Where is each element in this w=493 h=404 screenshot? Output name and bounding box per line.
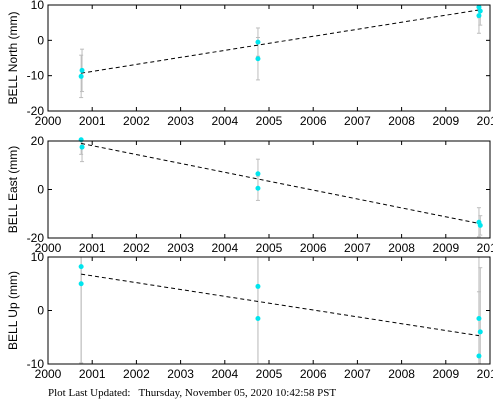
footer-timestamp: Plot Last Updated: Thursday, November 05… — [48, 387, 337, 399]
y-tick-label-2-0: -10 — [27, 357, 45, 371]
x-tick-label-2-2: 2002 — [123, 367, 150, 381]
data-point-2-3 — [255, 316, 261, 322]
data-point-2-5 — [477, 329, 483, 335]
x-tick-label-0-5: 2005 — [256, 114, 283, 128]
data-point-0-5 — [477, 8, 483, 14]
x-tick-label-1-8: 2008 — [388, 241, 415, 255]
x-tick-label-2-1: 2001 — [79, 367, 106, 381]
x-tick-label-1-9: 2009 — [432, 241, 459, 255]
y-tick-label-1-2: 20 — [31, 134, 45, 148]
y-tick-label-1-0: -20 — [27, 231, 45, 245]
data-point-1-2 — [255, 171, 261, 177]
y-axis-label-1: BELL East (mm) — [6, 146, 20, 234]
data-point-1-1 — [79, 144, 85, 150]
x-tick-label-2-9: 2009 — [432, 367, 459, 381]
data-point-0-6 — [476, 13, 482, 19]
x-tick-label-2-3: 2003 — [167, 367, 194, 381]
x-tick-label-0-6: 2006 — [300, 114, 327, 128]
y-tick-label-0-3: 10 — [31, 0, 45, 12]
plot-frame-2 — [47, 256, 491, 365]
x-tick-label-1-7: 2007 — [344, 241, 371, 255]
x-tick-label-0-8: 2008 — [388, 114, 415, 128]
trend-line-2 — [81, 273, 480, 337]
data-point-0-2 — [255, 39, 261, 45]
y-tick-label-1-1: 0 — [37, 183, 44, 197]
x-tick-label-0-1: 2001 — [79, 114, 106, 128]
x-tick-label-0-4: 2004 — [211, 114, 238, 128]
y-tick-label-0-2: 0 — [37, 33, 44, 47]
data-point-2-4 — [476, 316, 482, 322]
x-tick-label-2-4: 2004 — [211, 367, 238, 381]
data-point-1-3 — [255, 185, 261, 191]
x-tick-label-1-6: 2006 — [300, 241, 327, 255]
x-tick-label-2-8: 2008 — [388, 367, 415, 381]
y-axis-label-2: BELL Up (mm) — [6, 271, 20, 350]
x-tick-label-1-5: 2005 — [256, 241, 283, 255]
x-tick-label-0-3: 2003 — [167, 114, 194, 128]
y-tick-label-0-0: -20 — [27, 104, 45, 118]
x-tick-label-2-7: 2007 — [344, 367, 371, 381]
x-tick-label-0-7: 2007 — [344, 114, 371, 128]
x-tick-label-1-2: 2002 — [123, 241, 150, 255]
plot-frame-1 — [47, 140, 491, 239]
y-axis-label-0: BELL North (mm) — [6, 12, 20, 105]
data-point-1-0 — [78, 137, 84, 143]
x-tick-label-2-5: 2005 — [256, 367, 283, 381]
data-point-2-6 — [476, 353, 482, 359]
x-tick-label-1-4: 2004 — [211, 241, 238, 255]
data-point-0-1 — [79, 67, 85, 73]
data-point-1-5 — [477, 222, 483, 228]
x-tick-label-0-0: 2000 — [35, 114, 62, 128]
data-point-2-0 — [78, 264, 84, 270]
plot-frame-0 — [47, 4, 491, 112]
y-tick-label-2-2: 10 — [31, 250, 45, 264]
x-tick-label-1-0: 2000 — [35, 241, 62, 255]
data-point-2-1 — [78, 281, 84, 287]
x-tick-label-1-3: 2003 — [167, 241, 194, 255]
data-point-0-4 — [476, 4, 482, 10]
x-tick-label-2-6: 2006 — [300, 367, 327, 381]
x-tick-label-0-9: 2009 — [432, 114, 459, 128]
x-tick-label-2-0: 2000 — [35, 367, 62, 381]
data-point-0-3 — [255, 56, 261, 62]
x-tick-label-0-2: 2002 — [123, 114, 150, 128]
data-point-2-2 — [255, 283, 261, 289]
x-tick-label-1-1: 2001 — [79, 241, 106, 255]
y-tick-label-0-1: -10 — [27, 69, 45, 83]
data-point-0-0 — [78, 73, 84, 79]
trend-line-0 — [81, 9, 480, 74]
y-tick-label-2-1: 0 — [37, 304, 44, 318]
trend-line-1 — [81, 142, 480, 224]
